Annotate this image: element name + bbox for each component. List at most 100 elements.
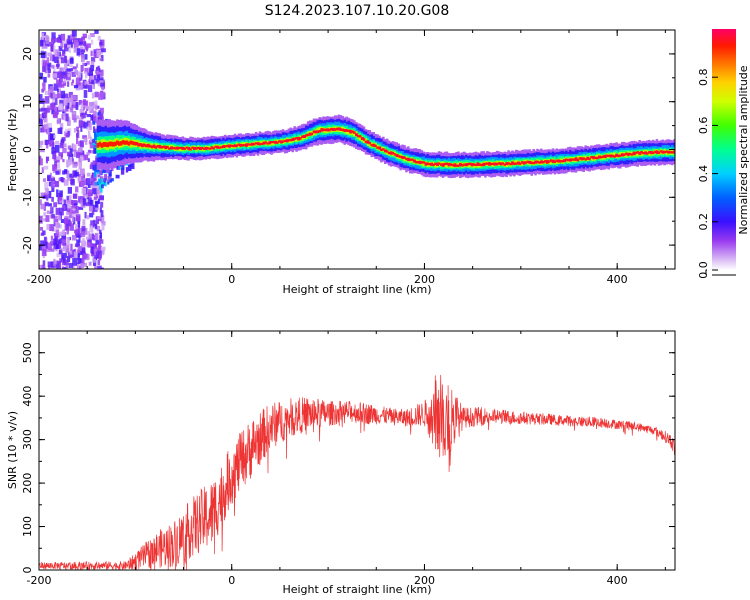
colorbar-ticks: 0.0 0.2 0.4 0.6 0.8 bbox=[697, 68, 736, 279]
noise-speckle bbox=[78, 196, 81, 203]
colorbar-tick-label: 0.6 bbox=[697, 117, 710, 134]
ridge-cell bbox=[231, 144, 235, 148]
noise-speckle bbox=[53, 215, 58, 224]
noise-speckle bbox=[94, 91, 99, 98]
noise-speckle bbox=[59, 199, 62, 204]
ridge-cell bbox=[160, 146, 163, 149]
noise-speckle bbox=[89, 233, 92, 240]
noise-speckle bbox=[85, 140, 88, 145]
noise-speckle bbox=[82, 237, 85, 245]
ridge-cell bbox=[596, 156, 599, 160]
noise-speckle bbox=[42, 178, 46, 182]
noise-speckle bbox=[91, 233, 94, 240]
noise-speckle bbox=[78, 41, 84, 45]
noise-speckle bbox=[65, 69, 68, 78]
noise-speckle bbox=[86, 126, 92, 131]
noise-speckle bbox=[68, 39, 72, 44]
noise-speckle bbox=[71, 71, 76, 77]
noise-speckle bbox=[54, 56, 59, 63]
snr-marks bbox=[39, 374, 675, 570]
noise-speckle bbox=[67, 187, 72, 194]
ridge-peak bbox=[251, 142, 254, 146]
ridge-peak bbox=[262, 141, 266, 145]
ridge-peak bbox=[239, 143, 243, 147]
ridge-cell bbox=[179, 147, 183, 152]
spectrogram-panel: -200 0 200 400 -20 -10 0 10 20 Height of straigh… bbox=[6, 29, 676, 296]
noise-speckle bbox=[47, 242, 53, 251]
ridge-peak bbox=[181, 146, 185, 150]
noise-speckle bbox=[59, 238, 62, 244]
ridge-cell bbox=[156, 145, 160, 148]
noise-speckle bbox=[61, 235, 66, 240]
noise-speckle bbox=[76, 115, 80, 120]
transition-speckle bbox=[93, 147, 96, 154]
ridge-cell bbox=[518, 162, 522, 165]
noise-speckle bbox=[70, 249, 76, 258]
noise-speckle bbox=[42, 83, 46, 91]
noise-speckle bbox=[64, 170, 68, 175]
ridge-cell bbox=[636, 151, 639, 154]
noise-speckle bbox=[39, 264, 43, 269]
ridge-cell bbox=[411, 158, 414, 161]
ridge-cell bbox=[634, 151, 637, 155]
noise-speckle bbox=[64, 222, 70, 231]
ridge-cell bbox=[478, 163, 481, 166]
ridge-cell bbox=[432, 163, 435, 167]
noise-speckle bbox=[80, 155, 84, 161]
ridge-peak bbox=[320, 128, 324, 132]
noise-speckle bbox=[76, 130, 80, 138]
noise-speckle bbox=[94, 191, 96, 200]
noise-speckle bbox=[52, 112, 58, 118]
noise-speckle bbox=[68, 116, 71, 125]
ridge-cell bbox=[549, 159, 553, 162]
ridge-cell bbox=[225, 145, 229, 148]
noise-speckle bbox=[98, 254, 102, 261]
transition-speckle bbox=[101, 178, 105, 185]
noise-speckle bbox=[99, 57, 103, 62]
noise-speckle bbox=[72, 66, 77, 70]
noise-speckle bbox=[71, 104, 76, 109]
noise-speckle bbox=[41, 42, 45, 46]
ridge-cell bbox=[513, 162, 516, 165]
ridge-cell bbox=[208, 147, 212, 150]
ridge-cell bbox=[339, 128, 343, 131]
noise-speckle bbox=[60, 219, 65, 223]
transition-speckle bbox=[100, 186, 103, 193]
ridge-peak bbox=[256, 142, 260, 146]
noise-speckle bbox=[58, 152, 63, 157]
noise-speckle bbox=[45, 188, 49, 194]
ridge-cell bbox=[270, 141, 273, 144]
spectrogram-ytick-label: 20 bbox=[21, 47, 34, 61]
noise-speckle bbox=[76, 243, 80, 248]
noise-speckle bbox=[87, 231, 91, 239]
ridge-cell bbox=[503, 163, 506, 166]
noise-speckle bbox=[49, 54, 55, 61]
noise-speckle bbox=[74, 171, 79, 176]
ridge-peak bbox=[187, 147, 191, 150]
ridge-cell bbox=[328, 128, 331, 132]
noise-speckle bbox=[90, 220, 95, 228]
spectrogram-ytick-label: -20 bbox=[21, 236, 34, 254]
noise-speckle bbox=[71, 111, 77, 119]
transition-speckle bbox=[94, 170, 97, 178]
ridge-peak bbox=[673, 150, 675, 154]
noise-speckle bbox=[55, 63, 60, 67]
noise-speckle bbox=[92, 257, 96, 263]
noise-speckle bbox=[63, 179, 69, 186]
ridge-peak bbox=[326, 128, 330, 132]
noise-speckle bbox=[87, 72, 90, 76]
noise-speckle bbox=[60, 90, 66, 99]
noise-speckle bbox=[81, 187, 86, 194]
noise-speckle bbox=[92, 235, 96, 241]
noise-speckle bbox=[73, 251, 78, 258]
noise-speckle bbox=[62, 53, 65, 57]
noise-speckle bbox=[44, 241, 48, 249]
noise-speckle bbox=[66, 220, 71, 226]
ridge-cell bbox=[584, 155, 587, 161]
ridge-peak bbox=[233, 144, 237, 148]
noise-speckle bbox=[54, 180, 60, 188]
noise-speckle bbox=[39, 199, 42, 205]
noise-speckle bbox=[40, 127, 44, 133]
noise-speckle bbox=[62, 266, 65, 269]
